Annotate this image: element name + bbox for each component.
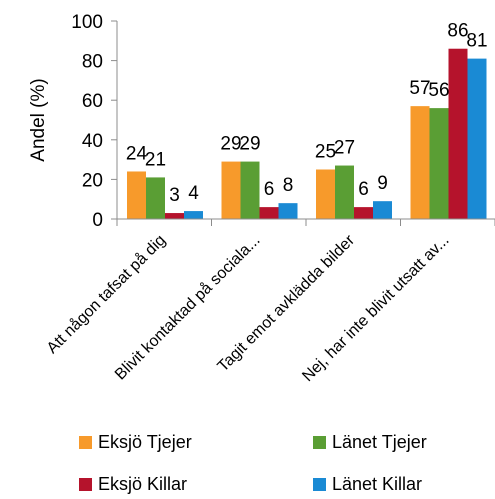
bar <box>165 213 184 219</box>
y-axis: 0 20 40 60 80 100 <box>71 12 118 231</box>
data-label: 8 <box>283 175 294 196</box>
legend-swatch <box>313 436 326 449</box>
y-tick-label: 40 <box>82 131 103 152</box>
bar <box>335 165 354 219</box>
legend-item: Länet Killar <box>313 474 422 495</box>
legend-label: Eksjö Tjejer <box>98 432 192 452</box>
bars <box>127 48 487 220</box>
legend-item: Eksjö Killar <box>79 474 187 495</box>
data-label: 29 <box>220 134 241 155</box>
data-label: 6 <box>358 179 369 200</box>
bar <box>467 58 487 220</box>
bar <box>354 207 373 219</box>
y-tick-label: 80 <box>82 52 103 73</box>
bar <box>184 211 203 219</box>
data-label: 3 <box>169 185 180 206</box>
data-label: 56 <box>428 80 449 101</box>
bar <box>316 169 335 219</box>
bar <box>221 161 241 219</box>
data-label: 25 <box>315 142 336 163</box>
data-label: 57 <box>409 78 430 99</box>
y-tick-label: 60 <box>82 91 103 112</box>
data-label: 86 <box>447 21 468 42</box>
data-label: 24 <box>126 143 148 164</box>
bar <box>410 106 430 219</box>
data-label: 81 <box>466 31 487 52</box>
y-axis-title: Andel (%) <box>28 78 49 161</box>
legend-swatch <box>79 436 92 449</box>
data-label: 29 <box>239 134 260 155</box>
legend-swatch <box>79 478 92 491</box>
legend-label: Länet Tjejer <box>332 432 427 452</box>
bar <box>373 201 392 219</box>
legend-label: Eksjö Killar <box>98 474 188 494</box>
bar <box>127 171 146 219</box>
data-label: 6 <box>264 179 275 200</box>
bar <box>259 207 279 219</box>
bar <box>429 108 449 219</box>
bar <box>146 177 165 219</box>
bar <box>448 48 468 219</box>
legend-swatch <box>313 478 326 491</box>
bar <box>278 203 298 219</box>
data-label: 9 <box>377 173 388 194</box>
legend-item: Eksjö Tjejer <box>79 432 192 453</box>
y-tick-label: 0 <box>92 210 103 231</box>
data-labels: 24 29 25 57 21 29 27 56 3 6 6 86 4 8 9 81 <box>126 21 488 206</box>
data-label: 21 <box>145 149 166 170</box>
data-label: 27 <box>334 138 355 159</box>
bar <box>240 161 260 219</box>
legend: Eksjö Tjejer Länet Tjejer Eksjö Killar Läne… <box>0 432 495 499</box>
y-tick-label: 100 <box>71 12 103 33</box>
data-label: 4 <box>188 183 199 204</box>
legend-item: Länet Tjejer <box>313 432 427 453</box>
y-tick-label: 20 <box>82 170 103 191</box>
legend-label: Länet Killar <box>332 474 423 494</box>
